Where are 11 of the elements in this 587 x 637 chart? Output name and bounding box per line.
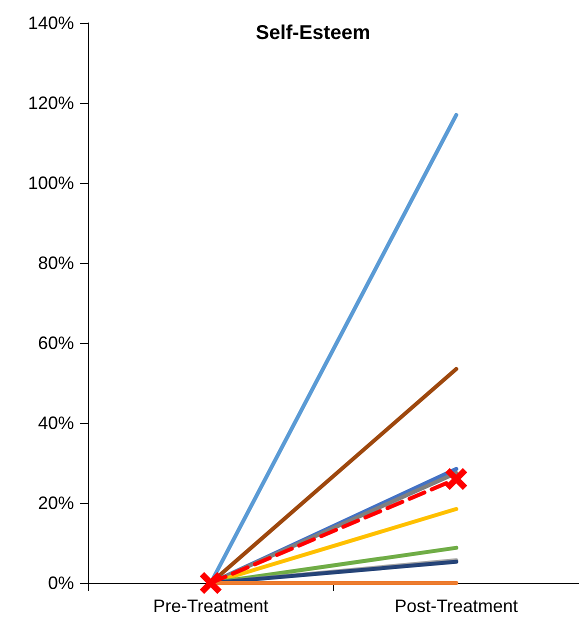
y-tick-label: 140%	[28, 13, 74, 33]
y-tick-label: 100%	[28, 173, 74, 193]
y-tick-label: 120%	[28, 93, 74, 113]
x-tick-label: Post-Treatment	[394, 596, 518, 616]
y-tick-label: 40%	[38, 413, 74, 433]
y-tick-label: 0%	[48, 573, 74, 593]
y-tick-label: 80%	[38, 253, 74, 273]
y-tick-label: 60%	[38, 333, 74, 353]
chart-title: Self-Esteem	[256, 22, 370, 44]
x-tick-label: Pre-Treatment	[153, 596, 268, 616]
y-tick-label: 20%	[38, 493, 74, 513]
